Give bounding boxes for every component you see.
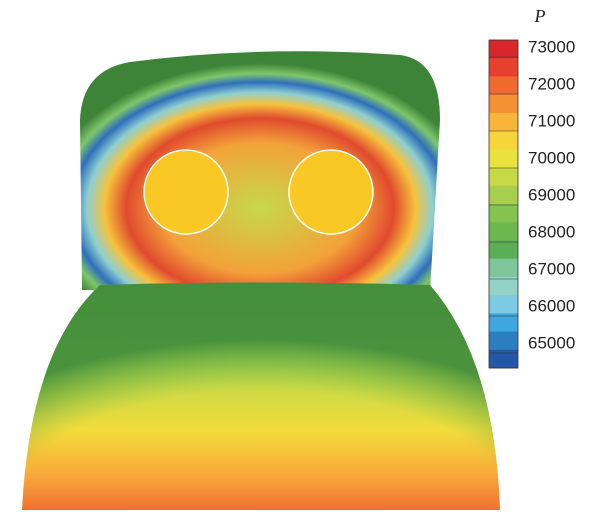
tick-label: 66000 [528,296,575,315]
colorbar-segment [489,40,518,59]
left-hole [143,149,229,235]
colorbar-segment [489,185,518,205]
colorbar-segment [489,131,518,150]
colorbar-segment [489,331,518,351]
lower-body-edge [22,282,500,510]
colorbar-label: P [534,6,546,26]
colorbar-segment [489,295,518,314]
tick-label: 65000 [528,333,575,352]
colorbar-segment [489,167,518,187]
colorbar-segment [489,204,518,223]
colorbar-segment [489,222,518,241]
tick-label: 67000 [528,259,575,278]
upper-body [80,51,440,292]
colorbar-segment [489,76,518,95]
colorbar-segment [489,349,518,369]
colorbar-segment [489,58,518,77]
colorbar-segment [489,313,518,332]
colorbar-segment [489,258,518,278]
tick-label: 72000 [528,74,575,93]
colorbar-segment [489,149,518,168]
tick-label: 71000 [528,111,575,130]
colorbar-segment [489,94,518,114]
colorbar-segment [489,240,518,259]
tick-label: 70000 [528,148,575,167]
colorbar-frame [488,39,519,369]
colorbar: 73000 72000 71000 70000 69000 68000 67000 66000… [488,37,575,369]
tick-label: 68000 [528,222,575,241]
colorbar-segment [489,112,518,132]
right-hole [288,149,374,235]
tick-label: 69000 [528,185,575,204]
tick-label: 73000 [528,37,575,56]
colorbar-segment [489,276,518,296]
